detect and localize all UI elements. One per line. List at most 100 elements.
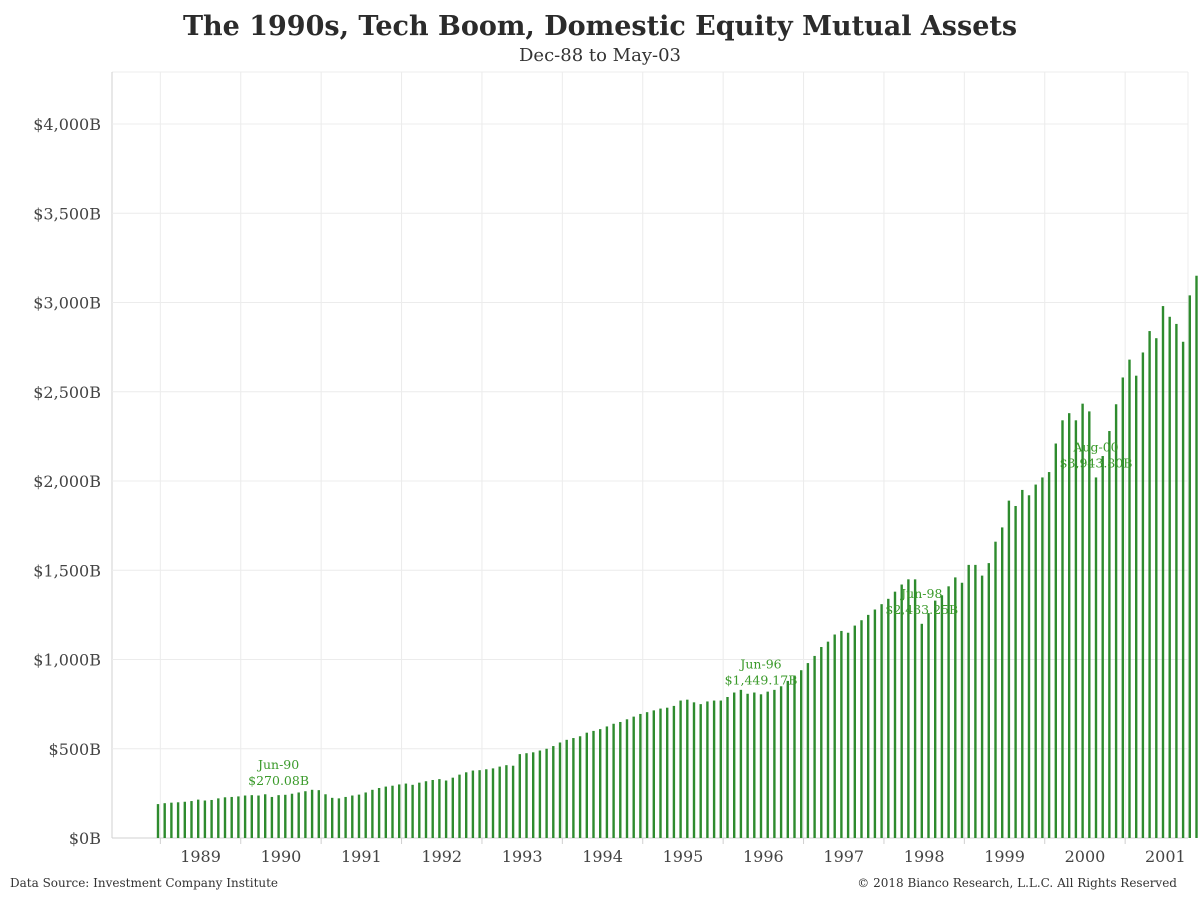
bar (1081, 403, 1084, 838)
bar (753, 692, 756, 838)
bar (324, 794, 327, 838)
bar (170, 802, 173, 838)
bar (873, 609, 877, 838)
bar (277, 795, 280, 838)
chart-subtitle: Dec-88 to May-03 (519, 45, 681, 66)
bar (317, 790, 320, 838)
y-tick-label: $0B (69, 829, 101, 848)
bar (1195, 275, 1198, 839)
bar (779, 686, 783, 838)
bar (1041, 477, 1044, 838)
bar (1155, 338, 1158, 838)
bar (632, 716, 635, 838)
bar (511, 765, 515, 838)
bar (686, 699, 689, 838)
bar (994, 541, 997, 838)
bar (692, 702, 696, 838)
x-tick-label: 1999 (984, 847, 1025, 866)
bar (217, 798, 220, 838)
bar (980, 575, 984, 838)
bar (599, 729, 602, 838)
bar (1021, 489, 1024, 838)
bar (156, 804, 160, 838)
x-tick-label: 1995 (663, 847, 704, 866)
annotation-date: Jun-98 (899, 586, 942, 601)
bar (585, 732, 588, 838)
bar (1088, 411, 1091, 838)
bar (176, 802, 180, 838)
x-tick-label: 1998 (904, 847, 945, 866)
bar (940, 595, 944, 838)
bar (699, 704, 702, 839)
bar (733, 692, 736, 838)
x-tick-label: 1996 (743, 847, 784, 866)
bar (210, 799, 213, 838)
bar (538, 750, 542, 838)
bar (190, 801, 193, 838)
bar (404, 783, 408, 838)
bar (304, 791, 307, 838)
bar (659, 708, 662, 838)
y-axis: $0B $500B $1,000B $1,500B $2,000B $2,500B $3,0… (33, 115, 101, 848)
bar (820, 647, 823, 838)
bar (1007, 500, 1011, 838)
bar (954, 577, 957, 838)
bar (438, 779, 441, 838)
bar (505, 765, 508, 838)
bar (558, 742, 562, 838)
y-tick-label: $1,500B (33, 561, 101, 580)
annotation-value: $2,433.25B (885, 602, 958, 617)
bar (250, 795, 253, 838)
bar (887, 598, 890, 838)
bar (243, 795, 247, 838)
bar (786, 680, 789, 838)
bar (1135, 375, 1138, 838)
x-axis: 1989 1990 1991 1992 1993 1994 1995 1996 1997 1998… (112, 837, 1188, 866)
bar (532, 752, 535, 838)
bar (478, 770, 481, 838)
bar (290, 793, 294, 838)
bar (612, 723, 615, 838)
bar (1068, 413, 1071, 838)
bar (491, 768, 495, 838)
bar (1074, 420, 1078, 838)
bar (1168, 316, 1171, 838)
bar (625, 719, 629, 838)
bar (465, 772, 468, 838)
bar (860, 620, 863, 838)
x-tick-label: 1994 (582, 847, 623, 866)
bar (331, 797, 334, 838)
bar (1047, 472, 1051, 838)
bar (197, 799, 200, 838)
bar (572, 738, 575, 838)
annotation-value: $1,449.17B (725, 672, 798, 687)
data-source-note: Data Source: Investment Company Institut… (10, 876, 278, 890)
bar (357, 794, 361, 838)
x-tick-label: 1992 (421, 847, 462, 866)
x-tick-label: 1997 (823, 847, 864, 866)
annotation-date: Jun-90 (256, 757, 299, 772)
bar (183, 801, 186, 838)
bar (706, 701, 709, 838)
bar (759, 694, 763, 838)
bar (552, 746, 555, 838)
bar (645, 712, 649, 838)
bar (619, 721, 622, 838)
bar (444, 780, 448, 838)
bar (458, 774, 461, 838)
bar (1034, 484, 1037, 838)
x-tick-label: 2001 (1145, 847, 1186, 866)
bar (203, 800, 207, 838)
bar (1188, 295, 1191, 838)
bar (1094, 477, 1098, 838)
y-tick-label: $2,000B (33, 472, 101, 491)
bar (679, 700, 682, 838)
bar (471, 770, 475, 838)
bar (344, 796, 347, 838)
bar (230, 796, 233, 838)
bar (418, 782, 421, 838)
bar (1014, 505, 1017, 838)
bar (880, 604, 883, 838)
bar (431, 779, 434, 838)
